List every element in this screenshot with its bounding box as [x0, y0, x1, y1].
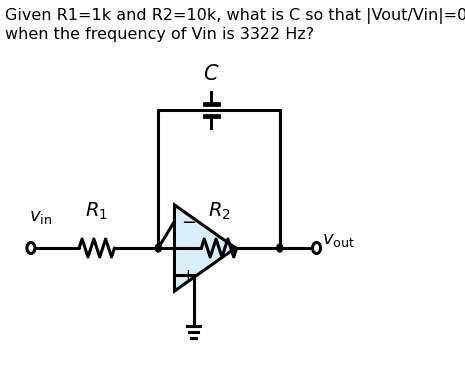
Text: $v_{\rm in}$: $v_{\rm in}$ [29, 208, 52, 226]
Text: Given R1=1k and R2=10k, what is C so that |Vout/Vin|=0.1: Given R1=1k and R2=10k, what is C so tha… [5, 8, 465, 24]
Text: $R_2$: $R_2$ [207, 201, 231, 222]
Text: $C$: $C$ [203, 64, 219, 84]
Text: $v_{\rm out}$: $v_{\rm out}$ [322, 231, 355, 249]
Text: −: − [181, 214, 196, 232]
Text: $R_1$: $R_1$ [86, 201, 108, 222]
Circle shape [27, 242, 35, 253]
Text: +: + [181, 268, 194, 283]
Circle shape [155, 244, 161, 252]
Text: when the frequency of Vin is 3322 Hz?: when the frequency of Vin is 3322 Hz? [5, 27, 314, 42]
Polygon shape [174, 205, 236, 291]
Circle shape [312, 242, 320, 253]
Circle shape [277, 244, 283, 252]
